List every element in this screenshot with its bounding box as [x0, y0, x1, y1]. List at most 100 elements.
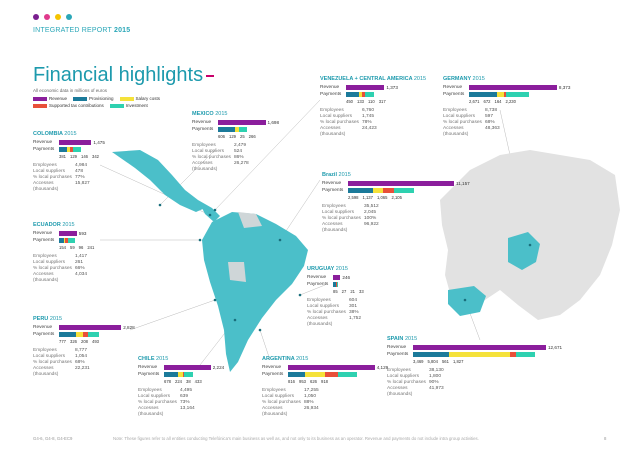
payment-value: 3,469	[413, 359, 424, 364]
revenue-bar	[288, 365, 375, 370]
payment-segment-investment	[87, 332, 99, 337]
payment-segment-provisioning	[413, 352, 450, 357]
country-stats: Employees 38,130 Local suppliers 1,800% loc…	[387, 368, 562, 398]
payment-segment-tax	[362, 92, 366, 97]
stat-value: 96,922	[364, 222, 379, 227]
country-name: VENEZUELA + CENTRAL AMERICA 2015	[320, 76, 427, 82]
payment-values: 816 953 626 918	[288, 379, 388, 384]
payment-segment-investment	[68, 238, 76, 243]
revenue-value: 11,157	[456, 181, 470, 186]
payment-value: 342	[92, 154, 99, 159]
stat-label: % local purchases	[262, 400, 301, 405]
payment-value: 25	[240, 134, 245, 139]
footer-note: Note: These figures refer to all entitie…	[113, 436, 479, 441]
stat-pct_local: % local purchases 88%	[262, 400, 388, 406]
stat-employees: Employees 6,760	[320, 108, 426, 114]
country-stats: Employees 1,417 Local suppliers 261% local …	[33, 254, 94, 284]
payment-values: 3,469 5,804 561 1,827	[413, 359, 562, 364]
payment-values: 85 27 21 33	[333, 289, 364, 294]
stat-label: Local suppliers	[320, 114, 352, 119]
payments-bar	[218, 127, 247, 132]
payments-bar	[413, 352, 536, 357]
payment-segment-tax	[65, 238, 69, 243]
payment-segment-investment	[336, 282, 338, 287]
stat-value: 301	[349, 304, 358, 309]
revenue-bar	[218, 120, 266, 125]
stat-pct_local: % local purchases 100%	[322, 216, 470, 222]
stat-value: 38,130	[429, 368, 444, 373]
payment-value: 164	[494, 99, 502, 104]
payment-segment-provisioning	[164, 372, 179, 377]
stat-value: 1,800	[429, 374, 442, 379]
payments-bar	[469, 92, 530, 97]
payment-values: 678 224 38 433	[164, 379, 224, 384]
stat-value: 2,479	[234, 143, 247, 148]
payment-value: 1,137	[362, 195, 373, 200]
country-name: COLOMBIA 2015	[33, 131, 77, 137]
revenue-label: Revenue	[320, 85, 340, 90]
stat-accesses: Accesses (thousands) 96,922	[322, 222, 470, 234]
payments-row: Payments	[443, 91, 570, 98]
revenue-label: Revenue	[387, 345, 407, 350]
payments-label: Payments	[192, 127, 214, 132]
page-subtitle: All economic data in millions of euros	[33, 88, 108, 93]
revenue-row: Revenue 2,828	[33, 324, 135, 331]
legend-item-investment: Investment	[109, 103, 148, 108]
country-stats: Employees 4,984 Local suppliers 478% local …	[33, 163, 105, 193]
payments-bar	[346, 92, 375, 97]
dot-4	[66, 14, 72, 20]
stat-accesses: Accesses (thousands) 26,278	[192, 161, 279, 173]
stat-label: Employees	[138, 388, 162, 393]
stat-pct_local: % local purchases 66%	[33, 266, 94, 272]
stat-value: 1,752	[349, 316, 362, 321]
payment-segment-provisioning	[218, 127, 235, 132]
stat-employees: Employees 17,255	[262, 388, 388, 394]
stat-label: Local suppliers	[387, 374, 419, 379]
payment-value: 1,827	[452, 359, 464, 364]
revenue-row: Revenue 4,129	[262, 364, 388, 371]
payment-segment-investment	[338, 372, 358, 377]
stat-label: % local purchases	[320, 120, 359, 125]
revenue-value: 4,129	[376, 365, 389, 370]
stat-pct_local: % local purchases 78%	[320, 120, 426, 126]
payments-label: Payments	[443, 92, 465, 97]
payment-values: 154 59 96 241	[59, 245, 94, 250]
stat-label: Accesses (thousands)	[387, 386, 413, 397]
stat-label: Accesses (thousands)	[443, 126, 469, 137]
stat-label: Accesses (thousands)	[33, 366, 59, 377]
revenue-row: Revenue 2,224	[138, 364, 224, 371]
revenue-row: Revenue 1,475	[33, 139, 105, 146]
revenue-bar	[59, 325, 122, 330]
payments-row: Payments	[192, 126, 279, 133]
revenue-segment	[59, 325, 122, 330]
payment-value: 2,230	[505, 99, 516, 104]
payment-segment-salary	[67, 147, 71, 152]
country-name: CHILE 2015	[138, 356, 169, 362]
payment-segment-provisioning	[59, 332, 77, 337]
country-panel-uruguay: URUGUAY 2015 Revenue 246 Payments 85 27 21 33 Em…	[307, 266, 364, 328]
stat-value: 86%	[234, 155, 244, 160]
stat-value: 68%	[485, 120, 495, 125]
stat-accesses: Accesses (thousands) 22,231	[33, 366, 135, 378]
country-panel-venezuela: VENEZUELA + CENTRAL AMERICA 2015 Revenue 1…	[320, 76, 426, 138]
payment-segment-provisioning	[346, 92, 359, 97]
payment-value: 21	[350, 289, 356, 294]
stat-label: Accesses (thousands)	[320, 126, 346, 137]
dot-3	[55, 14, 61, 20]
payments-label: Payments	[320, 92, 342, 97]
country-stats: Employees 2,479 Local suppliers 524% local …	[192, 143, 279, 173]
payment-segment-tax	[336, 282, 337, 287]
mexico-shape	[112, 150, 205, 212]
stat-accesses: Accesses (thousands) 26,934	[262, 406, 388, 418]
payments-bar	[348, 188, 414, 193]
stat-label: Accesses (thousands)	[322, 222, 348, 233]
payment-segment-tax	[238, 127, 240, 132]
payment-segment-investment	[239, 127, 247, 132]
payment-segment-investment	[393, 188, 414, 193]
payment-value: 96	[78, 245, 84, 250]
legend-label: Provisioning	[89, 96, 114, 101]
legend-label: Revenue	[49, 96, 68, 101]
payment-segment-salary	[335, 282, 337, 287]
country-panel-chile: CHILE 2015 Revenue 2,224 Payments 678 224 38 43…	[138, 356, 224, 418]
payment-value: 38	[186, 379, 191, 384]
